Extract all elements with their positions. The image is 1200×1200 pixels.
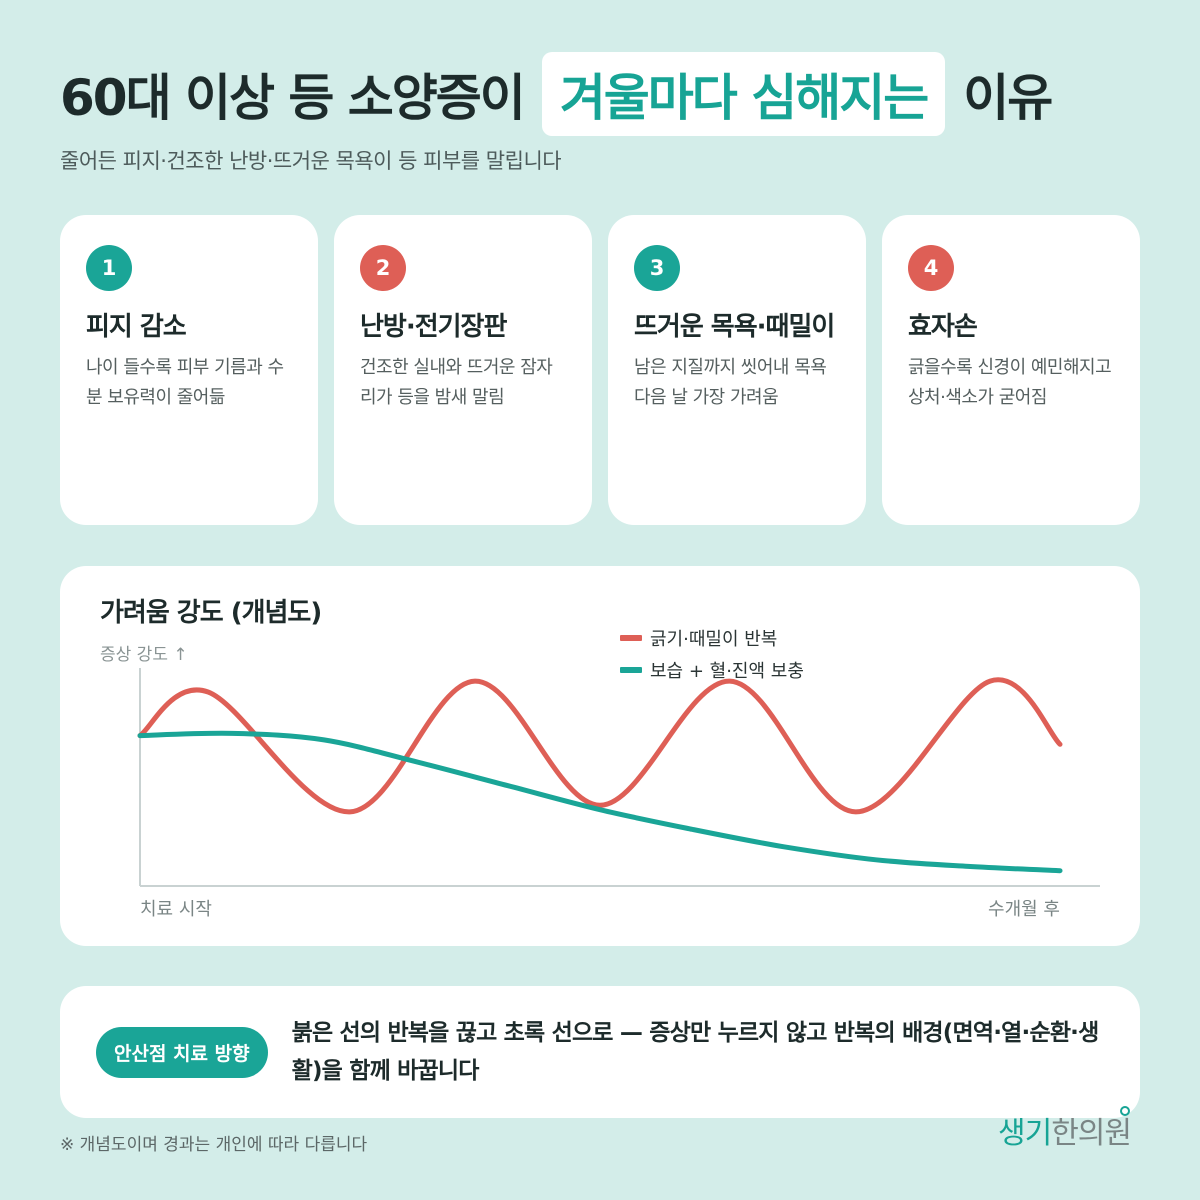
legend-swatch-red [620, 635, 642, 641]
card-description: 건조한 실내와 뜨거운 잠자리가 등을 밤새 말림 [360, 357, 553, 408]
treatment-direction-text: 붉은 선의 반복을 끊고 초록 선으로 — 증상만 누르지 않고 반복의 배경(… [291, 1020, 1100, 1084]
legend-label: 긁기·때밀이 반복 [650, 629, 778, 650]
card-title: 효자손 [908, 312, 978, 342]
cause-card-4: 4 효자손 긁을수록 신경이 예민해지고 상처·색소가 굳어짐 [882, 215, 1140, 525]
brand-dot-icon [1120, 1106, 1130, 1116]
card-description: 긁을수록 신경이 예민해지고 상처·색소가 굳어짐 [908, 357, 1112, 408]
series-line-scratching [137, 677, 1063, 815]
card-title: 피지 감소 [86, 312, 187, 342]
treatment-direction-panel: 안산점 치료 방향 붉은 선의 반복을 끊고 초록 선으로 — 증상만 누르지 … [60, 986, 1140, 1118]
x-end-label: 수개월 후 [988, 899, 1060, 920]
card-number-badge: 1 [86, 245, 132, 291]
title-suffix: 이유 [963, 69, 1053, 127]
legend-swatch-teal [620, 667, 642, 673]
cause-card-1: 1 피지 감소 나이 들수록 피부 기름과 수분 보유력이 줄어듦 [60, 215, 318, 525]
card-title: 뜨거운 목욕·때밀이 [634, 312, 835, 342]
cause-card-3: 3 뜨거운 목욕·때밀이 남은 지질까지 씻어내 목욕 다음 날 가장 가려움 [608, 215, 866, 525]
x-start-label: 치료 시작 [140, 899, 212, 920]
brand-rest: 한의원 [1051, 1116, 1132, 1151]
brand-accent: 생기 [998, 1116, 1052, 1151]
chart-canvas: 증상 강도 ↑ 치료 시작 수개월 후 [100, 645, 1100, 920]
chart-legend: 긁기·때밀이 반복 보습 + 혈·진액 보충 [620, 622, 804, 686]
itch-intensity-chart: 증상 강도 ↑ 치료 시작 수개월 후 가려움 강도 (개념도) 긁기·때밀이 … [60, 566, 1140, 946]
cause-card-2: 2 난방·전기장판 건조한 실내와 뜨거운 잠자리가 등을 밤새 말림 [334, 215, 592, 525]
legend-item-scratching: 긁기·때밀이 반복 [620, 622, 804, 654]
card-number-badge: 3 [634, 245, 680, 291]
series-line-treatment [137, 730, 1063, 874]
card-number-badge: 2 [360, 245, 406, 291]
y-axis-label: 증상 강도 ↑ [100, 645, 188, 665]
legend-label: 보습 + 혈·진액 보충 [650, 661, 804, 682]
footnote: ※ 개념도이며 경과는 개인에 따라 다릅니다 [60, 1135, 368, 1155]
cause-cards: 1 피지 감소 나이 들수록 피부 기름과 수분 보유력이 줄어듦 2 난방·전… [60, 215, 1140, 525]
card-title: 난방·전기장판 [360, 312, 507, 342]
title-highlight: 겨울마다 심해지는 [541, 52, 946, 136]
card-description: 남은 지질까지 씻어내 목욕 다음 날 가장 가려움 [634, 357, 827, 408]
card-description: 나이 들수록 피부 기름과 수분 보유력이 줄어듦 [86, 357, 284, 408]
legend-item-treatment: 보습 + 혈·진액 보충 [620, 654, 804, 686]
title-prefix: 60대 이상 등 소양증이 [60, 69, 526, 127]
page-subtitle: 줄어든 피지·건조한 난방·뜨거운 목욕이 등 피부를 말립니다 [60, 149, 562, 173]
card-number-badge: 4 [908, 245, 954, 291]
page-title: 60대 이상 등 소양증이 겨울마다 심해지는 이유 [60, 52, 1053, 136]
treatment-direction-badge: 안산점 치료 방향 [96, 1026, 268, 1078]
brand-logo: 생기한의원 [998, 1108, 1132, 1152]
chart-title: 가려움 강도 (개념도) [100, 598, 322, 628]
